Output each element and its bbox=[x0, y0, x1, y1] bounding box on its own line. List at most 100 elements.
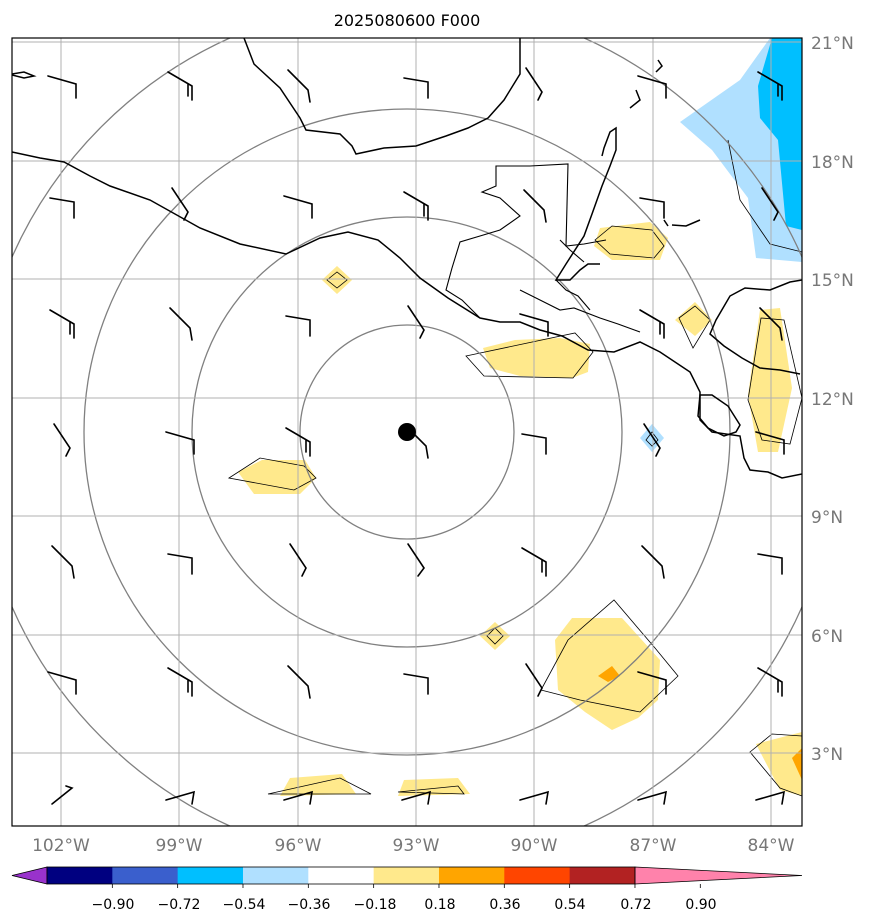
wind-barb bbox=[641, 545, 665, 579]
colorbar-outline bbox=[46, 866, 636, 885]
lon-label: 87°W bbox=[630, 836, 677, 856]
map-panel bbox=[11, 37, 803, 827]
wind-barb bbox=[525, 663, 543, 697]
storm-center-marker bbox=[398, 423, 416, 441]
colorbar-cell bbox=[438, 867, 505, 884]
lat-label: 21°N bbox=[811, 34, 854, 54]
wind-barb bbox=[283, 195, 313, 219]
wind-barb bbox=[757, 553, 783, 575]
colorbar-cell bbox=[373, 867, 440, 884]
wind-barb bbox=[521, 547, 547, 577]
wind-barb bbox=[53, 423, 71, 457]
wind-barb bbox=[523, 189, 547, 223]
contour-lines bbox=[227, 139, 802, 797]
wind-barb bbox=[401, 790, 431, 805]
map-title: 2025080600 F000 bbox=[334, 11, 481, 30]
lat-label: 15°N bbox=[811, 271, 854, 291]
wind-barb bbox=[289, 543, 307, 577]
wind-barb bbox=[285, 315, 311, 337]
wind-barb bbox=[519, 790, 549, 805]
wind-barb bbox=[285, 427, 311, 457]
colorbar-tick-label: −0.18 bbox=[354, 897, 397, 913]
wind-barb bbox=[525, 67, 543, 101]
wind-barb bbox=[49, 309, 75, 339]
wind-barb bbox=[171, 187, 189, 221]
wind-barb bbox=[403, 77, 429, 99]
lon-label: 93°W bbox=[393, 836, 440, 856]
wind-barb bbox=[755, 790, 785, 805]
latitude-axis: 21°N 18°N 15°N 12°N 9°N 6°N 3°N bbox=[811, 34, 854, 765]
wind-barb bbox=[637, 671, 667, 695]
colorbar-cell bbox=[112, 867, 179, 884]
colorbar-tick-label: −0.54 bbox=[223, 897, 266, 913]
wind-barb bbox=[639, 197, 665, 219]
wind-barb bbox=[49, 197, 75, 219]
lat-label: 3°N bbox=[811, 745, 843, 765]
wind-barb bbox=[165, 790, 195, 805]
colorbar-tick-label: 0.54 bbox=[554, 897, 585, 913]
wind-barb bbox=[169, 307, 193, 341]
wind-barb bbox=[165, 431, 195, 455]
wind-barb bbox=[51, 785, 74, 805]
colorbar-cell bbox=[47, 867, 113, 884]
lon-label: 90°W bbox=[511, 836, 558, 856]
wind-barb bbox=[287, 69, 311, 103]
colorbar-tick-label: −0.36 bbox=[288, 897, 331, 913]
coastline bbox=[12, 38, 802, 479]
wind-barb bbox=[167, 667, 193, 697]
colorbar-extend-low bbox=[11, 866, 48, 885]
lon-label: 102°W bbox=[32, 836, 90, 856]
longitude-axis: 102°W 99°W 96°W 93°W 90°W 87°W 84°W bbox=[32, 836, 795, 856]
wind-barb bbox=[519, 313, 549, 337]
lat-label: 6°N bbox=[811, 627, 843, 647]
wind-barb bbox=[521, 433, 547, 455]
wind-barb bbox=[403, 673, 429, 695]
lon-label: 96°W bbox=[275, 836, 322, 856]
lon-label: 99°W bbox=[156, 836, 203, 856]
wind-barb bbox=[167, 71, 193, 101]
lat-label: 18°N bbox=[811, 153, 854, 173]
wind-barb bbox=[757, 667, 783, 697]
wind-barb bbox=[639, 309, 665, 339]
wind-barb bbox=[287, 665, 311, 699]
colorbar-tick-label: 0.72 bbox=[620, 897, 651, 913]
wind-barb bbox=[51, 545, 75, 579]
map-frame bbox=[11, 37, 803, 827]
lon-label: 84°W bbox=[748, 836, 795, 856]
range-rings bbox=[12, 38, 802, 826]
shaded-field-positive bbox=[238, 222, 802, 796]
wind-barb bbox=[759, 307, 783, 341]
wind-barb bbox=[757, 71, 783, 101]
colorbar-tick-label: −0.72 bbox=[158, 897, 201, 913]
colorbar-cell bbox=[177, 867, 244, 884]
wind-barb bbox=[407, 543, 425, 577]
colorbar: −0.90 −0.72 −0.54 −0.36 −0.18 0.18 0.36 … bbox=[11, 866, 803, 913]
wind-barb bbox=[407, 305, 425, 339]
colorbar-tick-label: −0.90 bbox=[92, 897, 135, 913]
lat-label: 9°N bbox=[811, 508, 843, 528]
colorbar-labels: −0.90 −0.72 −0.54 −0.36 −0.18 0.18 0.36 … bbox=[92, 897, 717, 913]
wind-barb bbox=[403, 191, 429, 221]
colorbar-cells bbox=[11, 866, 803, 888]
colorbar-extend-high bbox=[634, 866, 803, 885]
wind-barbs bbox=[47, 67, 785, 805]
wind-barb bbox=[47, 671, 77, 695]
wind-barb bbox=[47, 75, 77, 99]
wind-barb bbox=[167, 553, 193, 575]
wind-barb bbox=[643, 423, 661, 457]
colorbar-cell bbox=[504, 867, 571, 884]
colorbar-tick-label: 0.36 bbox=[489, 897, 520, 913]
wind-barb bbox=[637, 790, 667, 805]
country-borders bbox=[445, 163, 641, 333]
wind-barb bbox=[283, 790, 313, 805]
colorbar-tick-label: 0.90 bbox=[685, 897, 716, 913]
colorbar-cell bbox=[569, 867, 636, 884]
shaded-field-strong bbox=[598, 666, 802, 780]
wind-barb bbox=[637, 75, 667, 99]
colorbar-cell bbox=[242, 867, 309, 884]
lat-label: 12°N bbox=[811, 390, 854, 410]
colorbar-cell bbox=[308, 867, 375, 884]
wind-barb bbox=[755, 431, 785, 455]
wind-barb bbox=[761, 187, 779, 221]
